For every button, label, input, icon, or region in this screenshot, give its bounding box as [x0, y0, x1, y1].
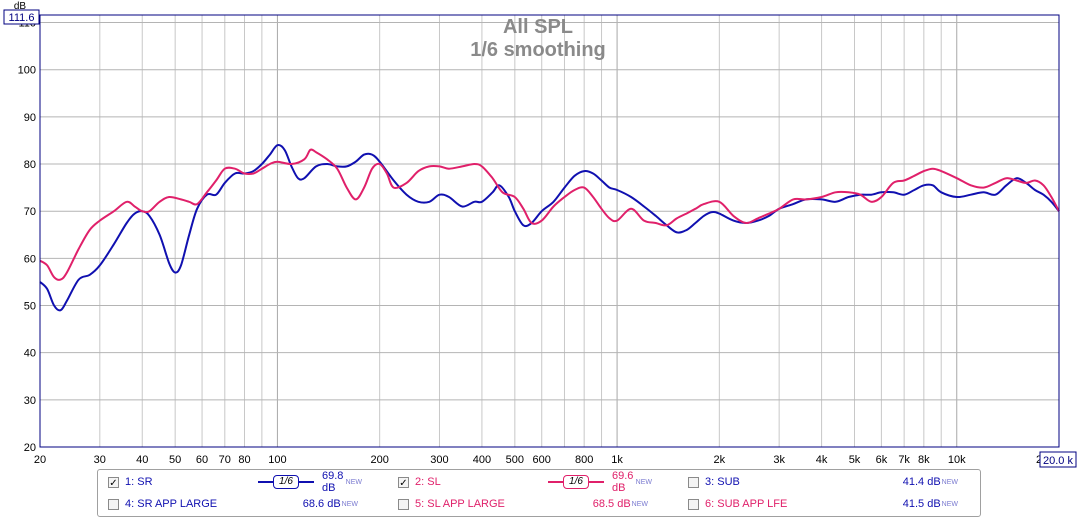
level-value: 68.5 dB — [592, 498, 631, 510]
x-tick-label: 500 — [506, 454, 524, 466]
legend-item[interactable]: 5: SL APP LARGE — [398, 493, 538, 515]
legend-row: 4: SR APP LARGE 68.6 dB NEW 5: SL APP LARGE… — [98, 493, 978, 515]
new-badge: NEW — [941, 500, 958, 508]
x-tick-label: 200 — [370, 454, 388, 466]
series-checkbox[interactable]: ✓ — [398, 476, 409, 489]
axis-ticks: 2030405060708090100110203040506070801002… — [18, 18, 1042, 466]
legend-item[interactable]: ✓ 1: SR — [108, 471, 248, 493]
y-max-value: 111.6 — [9, 12, 35, 24]
x-tick-label: 5k — [849, 454, 861, 466]
series-label: 4: SR APP LARGE — [125, 498, 218, 510]
y-tick-label: 70 — [24, 206, 36, 218]
level-value: 69.8 dB — [322, 470, 344, 494]
new-badge: NEW — [631, 500, 648, 508]
level-readout: 69.6 dB NEW — [612, 470, 652, 494]
x-tick-label: 600 — [533, 454, 551, 466]
level-readout: 41.5 dB NEW — [858, 493, 958, 515]
level-value: 41.4 dB — [902, 476, 941, 488]
y-tick-label: 60 — [24, 253, 36, 265]
smoothing-label: 1/6 — [563, 475, 589, 489]
level-readout: 68.5 dB NEW — [548, 493, 648, 515]
new-badge: NEW — [345, 478, 362, 486]
series-label: 3: SUB — [705, 476, 740, 488]
series-checkbox[interactable] — [398, 498, 409, 510]
legend-item[interactable]: 3: SUB — [688, 471, 828, 493]
x-tick-label: 4k — [816, 454, 828, 466]
level-value: 41.5 dB — [902, 498, 941, 510]
x-tick-label: 60 — [196, 454, 208, 466]
series-label: 2: SL — [415, 476, 441, 488]
series-label: 5: SL APP LARGE — [415, 498, 505, 510]
x-tick-label: 1k — [611, 454, 623, 466]
x-tick-label: 10k — [948, 454, 966, 466]
series-line-1[interactable] — [39, 144, 1060, 312]
new-badge: NEW — [635, 478, 652, 486]
level-value: 68.6 dB — [302, 498, 341, 510]
x-tick-label: 7k — [898, 454, 910, 466]
series-line-2[interactable] — [39, 148, 1060, 281]
y-tick-label: 20 — [24, 442, 36, 454]
level-readout: 69.8 dB NEW — [322, 470, 362, 494]
legend-item[interactable]: 6: SUB APP LFE — [688, 493, 828, 515]
y-tick-label: 90 — [24, 112, 36, 124]
x-tick-label: 400 — [473, 454, 491, 466]
x-tick-label: 8k — [918, 454, 930, 466]
x-max-box[interactable]: 20.0 k — [1039, 451, 1077, 468]
x-tick-label: 2 — [1036, 454, 1042, 466]
y-tick-label: 100 — [18, 65, 36, 77]
smoothing-indicator[interactable]: 1/6 — [548, 471, 608, 493]
x-tick-label: 40 — [136, 454, 148, 466]
y-tick-label: 50 — [24, 301, 36, 313]
y-axis-unit-label: dB — [14, 1, 27, 12]
chart-title: All SPL — [503, 16, 573, 38]
smoothing-indicator[interactable]: 1/6 — [258, 471, 318, 493]
series-checkbox[interactable] — [688, 498, 699, 510]
y-tick-label: 80 — [24, 159, 36, 171]
series-checkbox[interactable]: ✓ — [108, 476, 119, 489]
legend-item[interactable]: ✓ 2: SL — [398, 471, 538, 493]
new-badge: NEW — [341, 500, 358, 508]
series-checkbox[interactable] — [688, 476, 699, 488]
x-tick-label: 70 — [219, 454, 231, 466]
spl-chart: 2030405060708090100110203040506070801002… — [3, 1, 1077, 468]
smoothing-label: 1/6 — [273, 475, 299, 489]
legend-row: ✓ 1: SR 1/6 69.8 dB NEW ✓ 2: SL 1/6 69.6 dB NEW 3:… — [98, 470, 978, 494]
level-readout: 68.6 dB NEW — [258, 493, 358, 515]
series-checkbox[interactable] — [108, 498, 119, 510]
x-tick-label: 3k — [773, 454, 785, 466]
legend-item[interactable]: 4: SR APP LARGE — [108, 493, 248, 515]
chart-subtitle: 1/6 smoothing — [470, 39, 606, 61]
x-tick-label: 30 — [94, 454, 106, 466]
y-max-box[interactable]: 111.6 — [3, 9, 40, 25]
x-tick-label: 20 — [34, 454, 46, 466]
x-tick-label: 2k — [714, 454, 726, 466]
x-tick-label: 100 — [268, 454, 286, 466]
level-value: 69.6 dB — [612, 470, 634, 494]
level-readout: 41.4 dB NEW — [858, 471, 958, 493]
x-tick-label: 300 — [430, 454, 448, 466]
series-label: 6: SUB APP LFE — [705, 498, 788, 510]
y-tick-label: 40 — [24, 348, 36, 360]
x-tick-label: 800 — [575, 454, 593, 466]
x-tick-label: 50 — [169, 454, 181, 466]
series-curves — [39, 144, 1060, 312]
x-max-value: 20.0 k — [1043, 455, 1073, 467]
legend-panel: ✓ 1: SR 1/6 69.8 dB NEW ✓ 2: SL 1/6 69.6 dB NEW 3:… — [97, 469, 981, 517]
x-tick-label: 80 — [238, 454, 250, 466]
series-label: 1: SR — [125, 476, 153, 488]
x-tick-label: 6k — [876, 454, 888, 466]
plot-frame — [39, 14, 1060, 448]
y-tick-label: 30 — [24, 395, 36, 407]
new-badge: NEW — [941, 478, 958, 486]
grid-lines — [39, 15, 1060, 448]
